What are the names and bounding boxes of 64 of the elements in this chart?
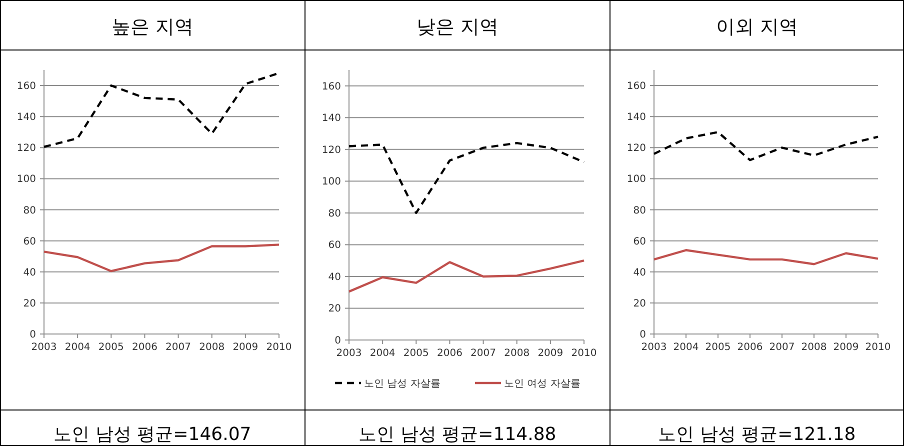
line-series (652, 249, 880, 266)
y-tick-label: 20 (23, 298, 36, 310)
chart-title: 이외 지역 (716, 16, 798, 38)
y-tick-label: 20 (328, 304, 341, 315)
x-tick-label: 2008 (504, 348, 530, 359)
x-tick-label: 2003 (336, 348, 362, 359)
x-tick-label: 2010 (571, 348, 597, 359)
line-series (348, 142, 586, 214)
legend-label: 노인 남성 자살률 (364, 378, 440, 390)
y-tick-label: 60 (328, 240, 341, 252)
line-series (348, 259, 586, 293)
y-tick-label: 100 (626, 174, 646, 186)
y-tick-label: 60 (23, 236, 36, 248)
text: 노인 남성 평균=121.18 (658, 424, 856, 445)
x-tick-label: 2009 (833, 342, 859, 353)
x-tick-label: 2005 (705, 342, 731, 353)
y-tick-label: 120 (322, 144, 341, 156)
y-tick-label: 140 (626, 112, 646, 124)
text: 노인 남성 평균=114.88 (358, 424, 556, 445)
x-tick-label: 2006 (737, 342, 763, 353)
x-tick-label: 2007 (166, 342, 192, 353)
x-tick-label: 2005 (403, 348, 429, 359)
x-tick-label: 2003 (641, 342, 667, 353)
x-tick-label: 2009 (538, 348, 564, 359)
y-tick-label: 40 (633, 267, 646, 278)
x-tick-label: 2010 (865, 342, 891, 353)
y-tick-label: 100 (16, 174, 36, 186)
y-tick-label: 160 (626, 81, 646, 92)
line-series (652, 131, 880, 162)
y-tick-label: 80 (633, 205, 646, 216)
chart-title: 낮은 지역 (416, 16, 499, 38)
x-tick-label: 2010 (266, 342, 292, 353)
x-tick-label: 2008 (199, 342, 225, 353)
y-tick-label: 0 (30, 330, 36, 340)
x-tick-label: 2004 (370, 348, 396, 359)
y-tick-label: 60 (633, 236, 646, 248)
line-series (42, 244, 280, 272)
y-tick-label: 40 (328, 272, 341, 283)
y-tick-label: 160 (322, 81, 341, 92)
y-tick-label: 20 (633, 298, 646, 310)
y-tick-label: 140 (16, 112, 36, 124)
x-tick-label: 2003 (31, 342, 57, 353)
y-tick-label: 120 (626, 143, 646, 154)
y-tick-label: 100 (322, 176, 341, 188)
y-tick-label: 40 (23, 267, 36, 278)
x-tick-label: 2008 (801, 342, 827, 353)
x-tick-label: 2006 (132, 342, 158, 353)
legend-label: 노인 여성 자살률 (504, 378, 580, 390)
y-tick-label: 80 (328, 208, 341, 220)
y-tick-label: 160 (16, 81, 36, 92)
x-tick-label: 2007 (470, 348, 496, 359)
text: 노인 남성 평균=146.07 (54, 424, 252, 445)
x-tick-label: 2009 (232, 342, 258, 353)
y-tick-label: 140 (322, 113, 341, 124)
chart-title: 높은 지역 (111, 16, 194, 38)
y-tick-label: 80 (23, 205, 36, 216)
x-tick-label: 2005 (98, 342, 124, 353)
x-tick-label: 2006 (436, 348, 462, 359)
x-tick-label: 2004 (673, 342, 699, 353)
y-tick-label: 0 (334, 336, 341, 346)
y-tick-label: 0 (640, 330, 646, 340)
x-tick-label: 2007 (769, 342, 795, 353)
x-tick-label: 2004 (64, 342, 90, 353)
y-tick-label: 120 (16, 143, 36, 154)
